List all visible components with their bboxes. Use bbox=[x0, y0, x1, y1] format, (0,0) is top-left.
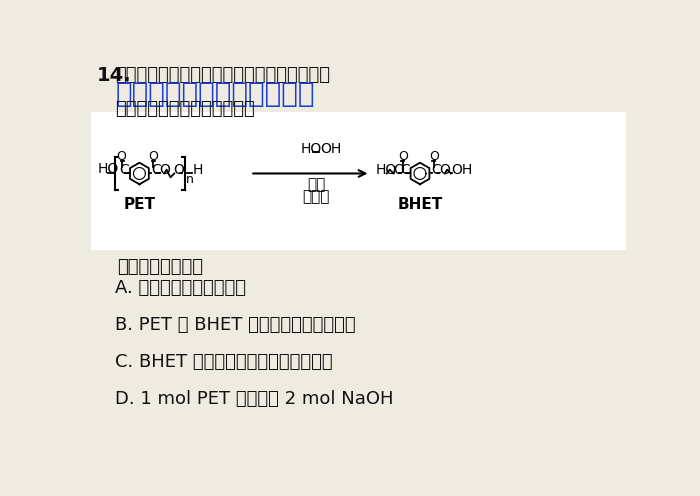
Text: 下列说法正确的是: 下列说法正确的是 bbox=[117, 258, 203, 276]
Text: BHET: BHET bbox=[398, 196, 442, 212]
Text: H: H bbox=[192, 163, 202, 177]
Text: OH: OH bbox=[320, 142, 342, 156]
Text: 收聚酩，相关流程如图所示：: 收聚酩，相关流程如图所示： bbox=[116, 100, 255, 118]
Text: O: O bbox=[148, 150, 158, 163]
Text: 我国科学家采用光热催化技术成功综色高效回: 我国科学家采用光热催化技术成功综色高效回 bbox=[116, 65, 330, 84]
Text: B. PET 和 BHET 都是有机高分子化合物: B. PET 和 BHET 都是有机高分子化合物 bbox=[115, 316, 355, 334]
Text: 光热: 光热 bbox=[307, 178, 326, 192]
Text: D. 1 mol PET 最多消耗 2 mol NaOH: D. 1 mol PET 最多消耗 2 mol NaOH bbox=[115, 390, 393, 408]
Text: 催化剂: 催化剂 bbox=[302, 189, 330, 204]
Text: C: C bbox=[432, 163, 442, 177]
Text: O: O bbox=[398, 150, 408, 163]
Text: n: n bbox=[186, 173, 194, 186]
Text: C: C bbox=[151, 163, 161, 177]
Text: O: O bbox=[393, 163, 404, 177]
Text: HO: HO bbox=[376, 163, 397, 177]
Text: O: O bbox=[159, 163, 169, 177]
Text: O: O bbox=[174, 163, 184, 177]
Text: HO: HO bbox=[300, 142, 322, 156]
Text: C. BHET 能发生取代、加成、氧化反应: C. BHET 能发生取代、加成、氧化反应 bbox=[115, 353, 332, 371]
Text: PET: PET bbox=[123, 196, 155, 212]
Text: 微信公众号关注：趣找答案: 微信公众号关注：趣找答案 bbox=[116, 79, 315, 108]
Text: O: O bbox=[429, 150, 439, 163]
Text: O: O bbox=[116, 150, 126, 163]
Text: HO: HO bbox=[97, 162, 119, 176]
Text: OH: OH bbox=[452, 163, 473, 177]
Text: A. 甲醇是乙二醇的同系物: A. 甲醇是乙二醇的同系物 bbox=[115, 279, 246, 297]
Text: C: C bbox=[400, 163, 410, 177]
FancyBboxPatch shape bbox=[92, 112, 626, 250]
Text: 14.: 14. bbox=[97, 65, 132, 85]
Text: C: C bbox=[119, 163, 129, 177]
Text: O: O bbox=[440, 163, 450, 177]
